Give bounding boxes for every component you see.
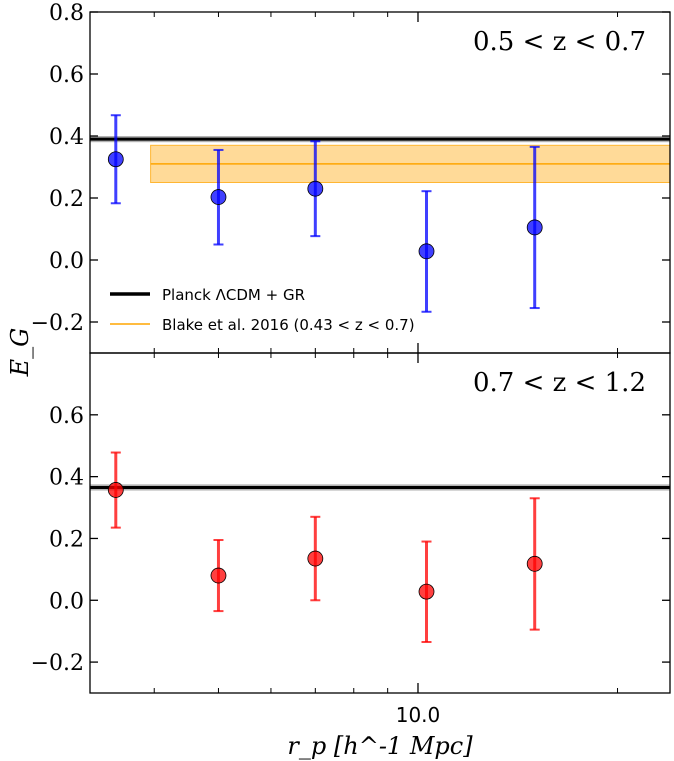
data-point bbox=[107, 151, 124, 168]
y-tick-label: 0.0 bbox=[49, 249, 84, 274]
y-tick-label: 0.0 bbox=[49, 589, 84, 614]
plot-area bbox=[90, 451, 670, 643]
plot-area bbox=[90, 114, 670, 313]
data-point bbox=[210, 189, 227, 205]
data-point bbox=[526, 555, 543, 572]
legend-label-blake: Blake et al. 2016 (0.43 < z < 0.7) bbox=[162, 316, 415, 334]
data-point bbox=[107, 482, 124, 498]
y-tick-label: 0.8 bbox=[49, 1, 84, 26]
x-tick-label: 10.0 bbox=[396, 703, 441, 727]
legend: Planck ΛCDM + GR Blake et al. 2016 (0.43 … bbox=[110, 286, 415, 334]
data-point bbox=[418, 243, 435, 260]
y-tick-label: 0.6 bbox=[49, 63, 84, 88]
panel-redshift-label: 0.7 < z < 1.2 bbox=[473, 368, 646, 398]
lower-panel: −0.2 0.0 0.2 0.4 0.6 0.7 < z < 1.2 bbox=[31, 352, 671, 694]
data-point bbox=[526, 219, 543, 236]
x-axis-title: r_p [h^-1 Mpc] bbox=[287, 732, 473, 760]
shared-axes: 10.0 r_p [h^-1 Mpc] E_G bbox=[6, 328, 473, 760]
y-tick-label: 0.4 bbox=[49, 466, 84, 491]
data-point bbox=[210, 567, 227, 584]
data-point bbox=[307, 180, 324, 197]
data-point bbox=[418, 583, 435, 600]
y-axis-title: E_G bbox=[6, 328, 34, 378]
y-tick-label: 0.4 bbox=[49, 125, 84, 150]
y-tick-label: −0.2 bbox=[31, 311, 84, 336]
y-tick-label: 0.6 bbox=[49, 404, 84, 429]
legend-label-planck: Planck ΛCDM + GR bbox=[162, 286, 305, 304]
y-tick-label: 0.2 bbox=[49, 527, 84, 552]
y-tick-label: −0.2 bbox=[31, 651, 84, 676]
y-tick-label: 0.2 bbox=[49, 187, 84, 212]
upper-panel: −0.2 0.0 0.2 0.4 0.6 0.8 0.5 < z < 0.7 Planck Λ… bbox=[31, 1, 671, 354]
panel-redshift-label: 0.5 < z < 0.7 bbox=[473, 27, 646, 57]
panel-frame bbox=[89, 352, 671, 694]
data-point bbox=[307, 550, 324, 567]
